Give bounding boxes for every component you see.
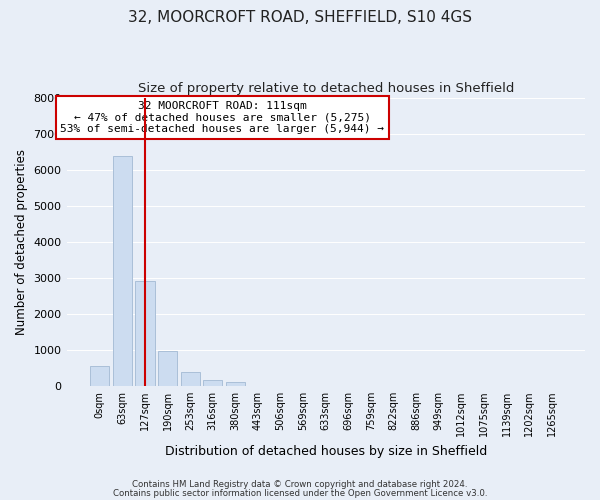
Bar [158, 350, 177, 386]
Bar [136, 281, 155, 386]
Bar [90, 366, 109, 386]
Bar [181, 372, 200, 386]
Bar [226, 382, 245, 386]
Text: Contains public sector information licensed under the Open Government Licence v3: Contains public sector information licen… [113, 489, 487, 498]
Bar [203, 380, 223, 386]
Title: Size of property relative to detached houses in Sheffield: Size of property relative to detached ho… [137, 82, 514, 96]
Text: 32 MOORCROFT ROAD: 111sqm
← 47% of detached houses are smaller (5,275)
53% of se: 32 MOORCROFT ROAD: 111sqm ← 47% of detac… [60, 101, 384, 134]
X-axis label: Distribution of detached houses by size in Sheffield: Distribution of detached houses by size … [164, 444, 487, 458]
Y-axis label: Number of detached properties: Number of detached properties [15, 149, 28, 335]
Bar [113, 156, 132, 386]
Text: 32, MOORCROFT ROAD, SHEFFIELD, S10 4GS: 32, MOORCROFT ROAD, SHEFFIELD, S10 4GS [128, 10, 472, 25]
Text: Contains HM Land Registry data © Crown copyright and database right 2024.: Contains HM Land Registry data © Crown c… [132, 480, 468, 489]
